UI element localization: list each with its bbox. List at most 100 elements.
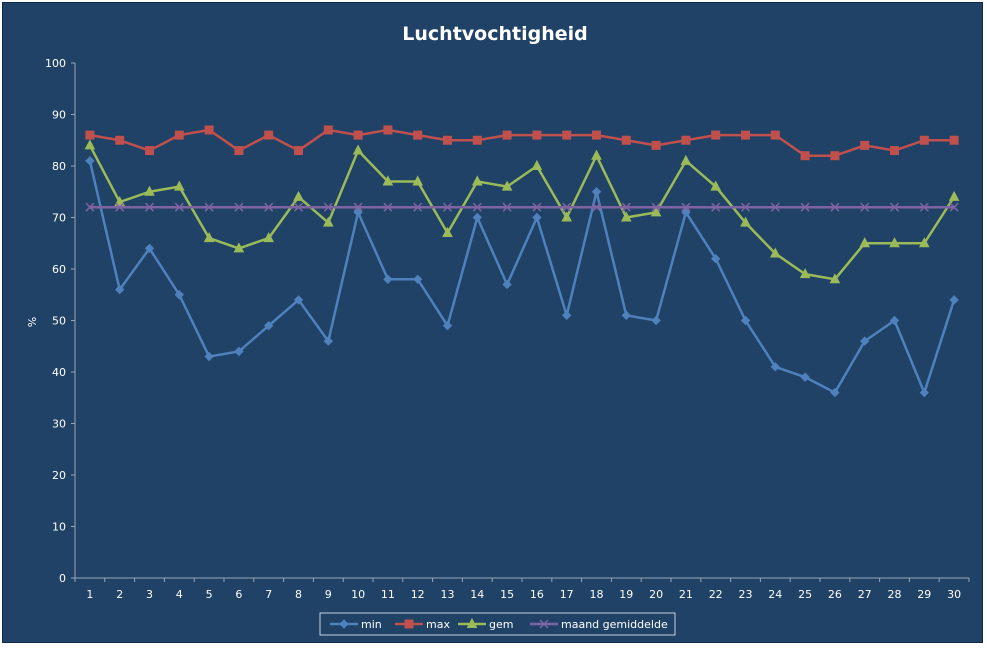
- data-point: [859, 237, 871, 248]
- y-tick-label: 20: [52, 469, 66, 482]
- data-point: [591, 149, 602, 160]
- data-point: [323, 202, 333, 212]
- y-tick-label: 30: [52, 418, 66, 431]
- data-point: [740, 202, 751, 212]
- data-point: [919, 135, 929, 145]
- data-point: [949, 135, 959, 145]
- legend-swatch-marker: [404, 619, 414, 629]
- data-point: [85, 130, 95, 140]
- x-tick-label: 11: [381, 588, 395, 601]
- data-point: [800, 151, 810, 161]
- data-point: [234, 146, 244, 156]
- series-line: [88, 144, 956, 281]
- data-point: [829, 273, 841, 284]
- data-point: [741, 130, 750, 140]
- data-point: [561, 310, 572, 321]
- x-tick-label: 14: [470, 588, 484, 601]
- data-point: [621, 135, 631, 145]
- series-max: [85, 125, 959, 161]
- x-tick-label: 9: [325, 588, 332, 601]
- data-point: [830, 387, 840, 398]
- legend-swatch-marker: [466, 617, 478, 628]
- data-point: [352, 144, 364, 155]
- x-tick-label: 25: [798, 588, 812, 601]
- data-point: [293, 190, 304, 201]
- x-tick-label: 8: [295, 588, 302, 601]
- data-point: [174, 290, 185, 300]
- y-tick-label: 60: [52, 263, 66, 276]
- legend-item: max: [395, 618, 450, 631]
- line-chart: Luchtvochtigheid % 0 10 20 30 40 50 60 70 80 90 10…: [26, 23, 970, 636]
- data-point: [531, 159, 543, 170]
- data-point: [680, 154, 692, 165]
- data-point: [770, 362, 781, 372]
- data-point: [413, 130, 423, 140]
- legend-item: min: [330, 618, 382, 631]
- legend-item: gem: [458, 617, 513, 631]
- data-point: [264, 130, 274, 140]
- data-point: [562, 202, 572, 212]
- x-tick-label: 30: [947, 588, 961, 601]
- data-point: [561, 211, 573, 222]
- data-point: [889, 202, 900, 212]
- data-point: [353, 130, 363, 140]
- data-point: [620, 211, 632, 222]
- data-point: [502, 279, 512, 290]
- data-point: [203, 232, 215, 243]
- data-point: [114, 195, 126, 207]
- data-point: [830, 151, 840, 161]
- series-layer: [84, 125, 960, 398]
- data-point: [830, 202, 840, 212]
- data-point: [860, 140, 870, 150]
- data-point: [204, 125, 214, 135]
- x-tick-label: 27: [858, 588, 872, 601]
- data-point: [145, 146, 154, 156]
- legend-swatch-marker: [539, 619, 549, 629]
- data-point: [323, 336, 334, 346]
- x-tick-label: 1: [86, 588, 93, 601]
- data-point: [204, 202, 214, 212]
- data-point: [770, 202, 780, 212]
- x-tick-label: 22: [709, 588, 723, 601]
- data-point: [860, 202, 870, 212]
- x-tick-label: 4: [176, 588, 183, 601]
- data-point: [799, 268, 811, 279]
- chart-title: Luchtvochtigheid: [402, 23, 587, 45]
- legend-label: max: [426, 618, 450, 631]
- data-point: [532, 212, 542, 223]
- data-point: [293, 202, 304, 212]
- data-point: [889, 315, 900, 326]
- legend-label: gem: [489, 618, 513, 631]
- data-point: [84, 139, 96, 150]
- data-point: [472, 135, 482, 145]
- legend-label: min: [361, 618, 382, 631]
- data-point: [383, 274, 393, 285]
- x-tick-label: 18: [590, 588, 604, 601]
- x-tick-label: 26: [828, 588, 842, 601]
- data-point: [353, 207, 363, 218]
- data-point: [711, 202, 721, 212]
- data-point: [562, 130, 572, 140]
- data-point: [651, 202, 661, 212]
- x-tick-label: 16: [530, 588, 544, 601]
- data-point: [592, 130, 601, 140]
- data-point: [323, 125, 333, 135]
- series-line: [89, 128, 955, 157]
- x-tick-label: 24: [768, 588, 782, 601]
- x-tick-label: 13: [441, 588, 455, 601]
- y-tick-label: 10: [52, 521, 66, 534]
- data-point: [859, 336, 870, 346]
- x-tick-label: 15: [500, 588, 514, 601]
- x-tick-label: 6: [235, 588, 242, 601]
- legend-box: [319, 612, 676, 636]
- data-point: [472, 202, 482, 212]
- data-point: [263, 320, 274, 331]
- data-point: [800, 372, 810, 382]
- y-tick-label: 80: [52, 160, 66, 173]
- y-tick-label: 0: [59, 572, 66, 585]
- y-tick-label: 90: [52, 109, 66, 122]
- x-tick-label: 17: [560, 588, 574, 601]
- y-tick-label: 40: [52, 366, 66, 379]
- x-tick-label: 23: [739, 588, 753, 601]
